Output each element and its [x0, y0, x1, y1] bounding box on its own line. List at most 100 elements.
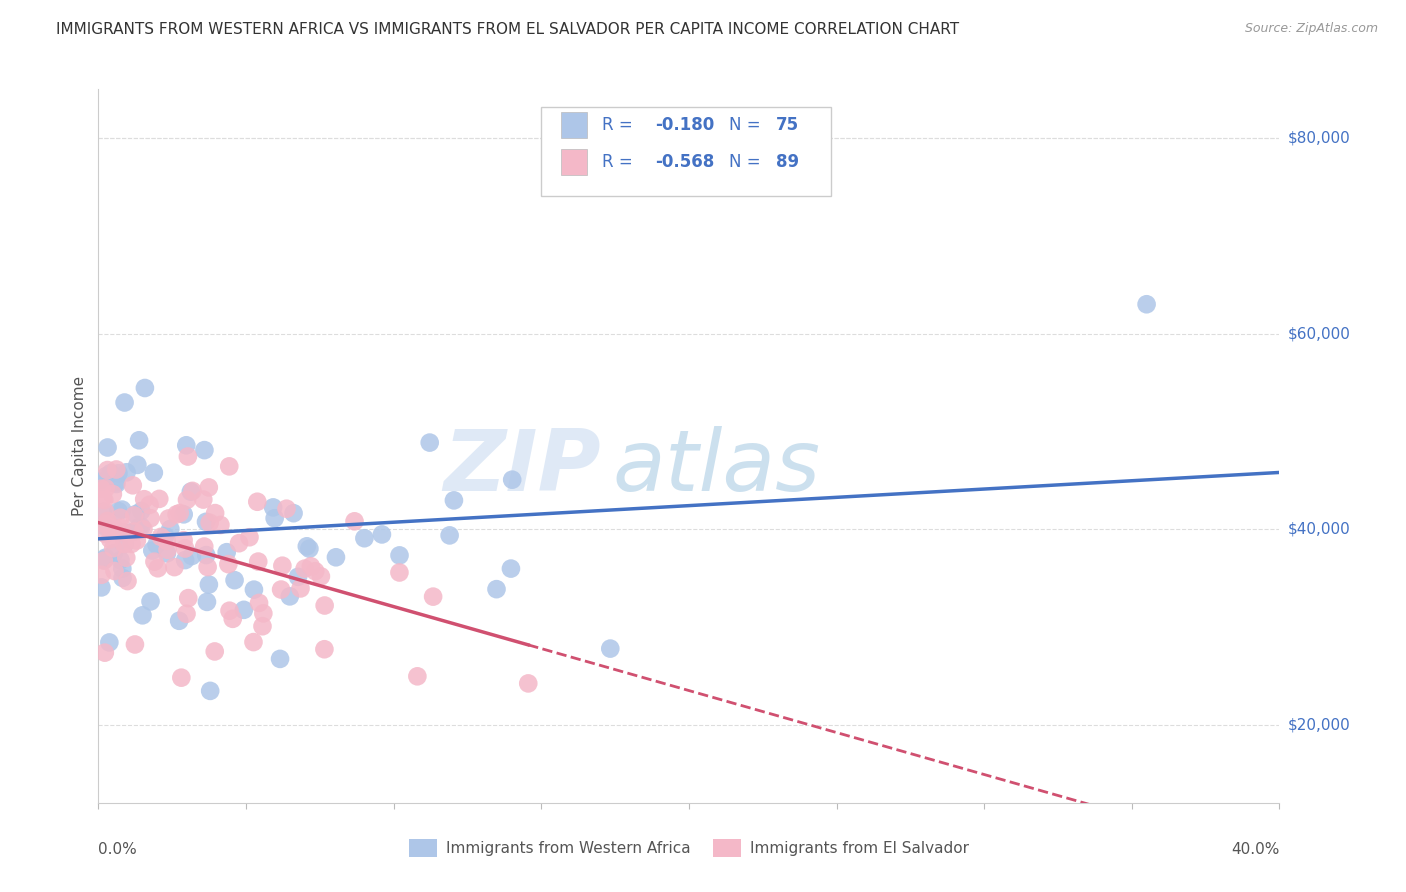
Point — [167, 614, 190, 628]
Point — [115, 465, 138, 479]
Text: $40,000: $40,000 — [1288, 522, 1351, 537]
Point — [148, 491, 170, 506]
Point — [177, 591, 200, 606]
Point — [121, 537, 143, 551]
Point — [176, 492, 198, 507]
Point — [309, 569, 332, 583]
Point — [94, 646, 117, 660]
Point — [127, 458, 149, 472]
Text: -0.568: -0.568 — [655, 153, 714, 171]
Point — [93, 519, 115, 533]
Point — [169, 506, 191, 520]
Point — [298, 541, 321, 556]
Point — [242, 635, 264, 649]
Legend: Immigrants from Western Africa, Immigrants from El Salvador: Immigrants from Western Africa, Immigran… — [404, 833, 974, 863]
Point — [218, 604, 240, 618]
Point — [176, 607, 198, 621]
Point — [139, 511, 162, 525]
Point — [90, 482, 112, 496]
Point — [247, 555, 270, 569]
Point — [107, 504, 129, 518]
Point — [443, 493, 465, 508]
Point — [155, 529, 177, 543]
Point — [209, 518, 232, 533]
Point — [114, 537, 136, 551]
Point — [156, 542, 179, 557]
Point — [180, 484, 202, 499]
Point — [94, 527, 117, 541]
Point — [198, 516, 221, 530]
Point — [278, 590, 301, 604]
Point — [173, 508, 195, 522]
Point — [499, 561, 522, 575]
Point — [90, 475, 112, 489]
Point — [228, 536, 250, 550]
Point — [177, 450, 200, 464]
Point — [112, 537, 135, 551]
Point — [195, 515, 218, 529]
Point — [195, 548, 218, 562]
Point — [193, 443, 215, 458]
Point — [105, 462, 128, 476]
Point — [103, 541, 125, 556]
Point — [156, 533, 179, 548]
Point — [101, 487, 124, 501]
Point — [159, 522, 181, 536]
Point — [217, 557, 239, 571]
Text: R =: R = — [602, 116, 637, 134]
Point — [149, 530, 172, 544]
Point — [93, 553, 115, 567]
Point — [224, 573, 246, 587]
Point — [96, 518, 118, 533]
Point — [93, 493, 115, 508]
Point — [105, 475, 128, 490]
Point — [204, 644, 226, 658]
Point — [142, 466, 165, 480]
FancyBboxPatch shape — [541, 107, 831, 196]
Point — [517, 676, 540, 690]
Point — [294, 561, 316, 575]
Point — [263, 511, 285, 525]
Point — [174, 541, 197, 556]
Point — [314, 642, 336, 657]
Point — [98, 533, 121, 547]
Point — [145, 538, 167, 552]
Point — [131, 608, 153, 623]
Point — [103, 564, 125, 578]
Point — [287, 570, 309, 584]
Point — [193, 540, 215, 554]
Point — [439, 528, 461, 542]
Text: $20,000: $20,000 — [1288, 717, 1351, 732]
Point — [163, 560, 186, 574]
Point — [115, 550, 138, 565]
Point — [290, 582, 312, 596]
Point — [270, 582, 292, 597]
Point — [97, 441, 120, 455]
Point — [1135, 297, 1157, 311]
Text: atlas: atlas — [612, 425, 820, 509]
Point — [156, 546, 179, 560]
Point — [94, 517, 117, 532]
Text: $80,000: $80,000 — [1288, 130, 1351, 145]
Point — [174, 553, 197, 567]
Point — [93, 554, 115, 568]
Point — [295, 539, 318, 553]
Point — [110, 521, 132, 535]
Point — [134, 492, 156, 507]
Point — [128, 520, 150, 534]
Point — [105, 477, 128, 491]
Point — [91, 491, 114, 506]
Point — [112, 525, 135, 540]
Point — [103, 546, 125, 560]
Point — [173, 533, 195, 548]
Point — [485, 582, 508, 596]
Point — [94, 481, 117, 495]
Text: N =: N = — [730, 153, 766, 171]
Text: IMMIGRANTS FROM WESTERN AFRICA VS IMMIGRANTS FROM EL SALVADOR PER CAPITA INCOME : IMMIGRANTS FROM WESTERN AFRICA VS IMMIGR… — [56, 22, 959, 37]
Point — [96, 463, 118, 477]
Text: $60,000: $60,000 — [1288, 326, 1351, 341]
Point — [96, 514, 118, 528]
Point — [90, 567, 112, 582]
Point — [110, 525, 132, 540]
Text: N =: N = — [730, 116, 766, 134]
